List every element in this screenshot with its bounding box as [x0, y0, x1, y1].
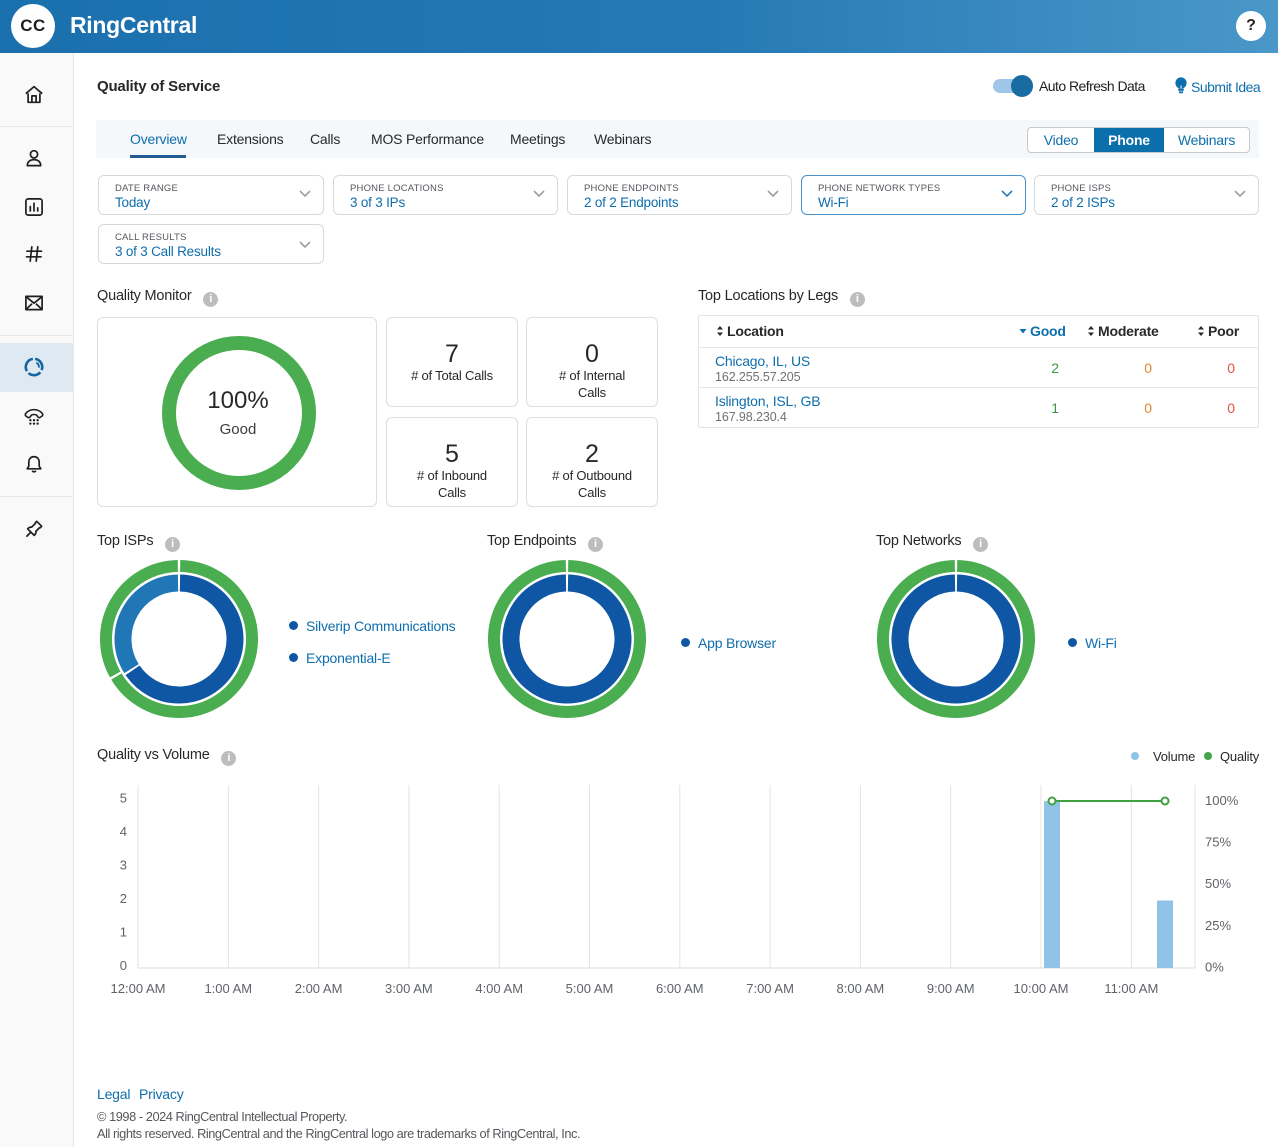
svg-text:5: 5: [120, 791, 127, 806]
svg-text:5:00 AM: 5:00 AM: [566, 981, 614, 996]
svg-text:7:00 AM: 7:00 AM: [746, 981, 794, 996]
svg-text:0%: 0%: [1205, 960, 1224, 975]
svg-text:12:00 AM: 12:00 AM: [111, 981, 166, 996]
svg-text:11:00 AM: 11:00 AM: [1104, 981, 1158, 996]
svg-text:9:00 AM: 9:00 AM: [927, 981, 975, 996]
svg-text:6:00 AM: 6:00 AM: [656, 981, 704, 996]
svg-text:25%: 25%: [1205, 918, 1231, 933]
svg-text:3:00 AM: 3:00 AM: [385, 981, 433, 996]
svg-text:75%: 75%: [1205, 835, 1231, 850]
svg-text:2:00 AM: 2:00 AM: [295, 981, 343, 996]
svg-text:100%: 100%: [1205, 793, 1239, 808]
svg-text:3: 3: [120, 858, 127, 873]
svg-text:1:00 AM: 1:00 AM: [204, 981, 252, 996]
svg-text:4: 4: [120, 824, 127, 839]
svg-text:8:00 AM: 8:00 AM: [837, 981, 885, 996]
svg-text:50%: 50%: [1205, 876, 1231, 891]
svg-text:1: 1: [120, 924, 127, 939]
svg-text:0: 0: [120, 958, 127, 973]
svg-text:4:00 AM: 4:00 AM: [475, 981, 523, 996]
svg-text:10:00 AM: 10:00 AM: [1014, 981, 1069, 996]
svg-text:2: 2: [120, 891, 127, 906]
